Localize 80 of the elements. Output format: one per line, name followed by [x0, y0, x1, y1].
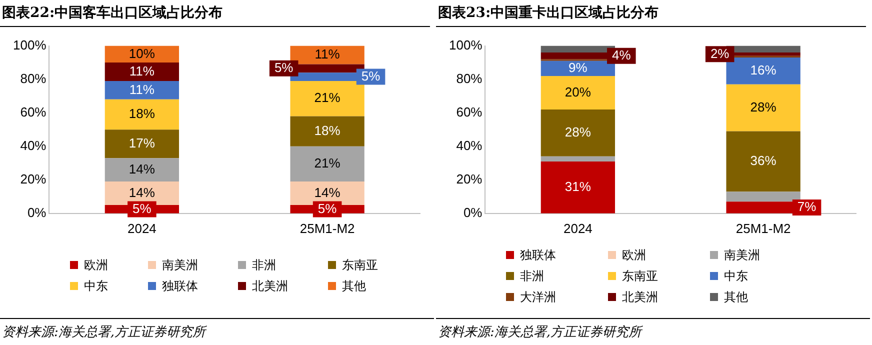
text: 资料来源:海关总署,方正证券研究所	[436, 318, 870, 345]
data-label: 28%	[564, 124, 592, 140]
y-tick-label: 20%	[456, 171, 483, 186]
y-tick-label: 100%	[13, 37, 47, 52]
y-tick-label: 60%	[20, 104, 47, 120]
y-tick-label: 80%	[456, 70, 483, 86]
x-tick-label: 25M1-M2	[736, 220, 791, 236]
data-label: 2%	[710, 46, 730, 61]
legend-label: 东南亚	[342, 258, 378, 272]
bar	[726, 58, 800, 84]
legend-label: 中东	[84, 279, 108, 293]
data-label: 11%	[129, 82, 155, 97]
y-tick-label: 0%	[463, 204, 483, 220]
data-label: 28%	[750, 99, 777, 114]
bar	[540, 109, 616, 156]
bar	[104, 158, 180, 182]
text: 资料来源:海关总署,方正证券研究所	[0, 318, 434, 345]
legend-label: 东南亚	[622, 268, 658, 282]
legend-label: 独联体	[520, 248, 556, 262]
legend-label: 欧洲	[622, 248, 646, 262]
legend-label: 非洲	[252, 258, 276, 272]
legend-label: 北美洲	[622, 290, 658, 304]
data-label: 11%	[314, 46, 340, 62]
data-label: 21%	[314, 90, 341, 106]
legend-label: 南美洲	[724, 248, 760, 262]
bar	[290, 80, 364, 116]
data-label: 36%	[750, 153, 777, 168]
y-tick-label: 100%	[449, 37, 483, 52]
y-tick-label: 60%	[456, 104, 483, 120]
bar	[726, 131, 800, 192]
data-label: 14%	[314, 184, 341, 200]
bar	[290, 116, 364, 146]
x-tick-label: 25M1-M2	[300, 220, 355, 236]
data-label: 4%	[612, 47, 632, 62]
data-label: 14%	[128, 184, 156, 200]
data-label: 31%	[564, 179, 592, 194]
legend-label: 其他	[724, 290, 748, 304]
data-label: 18%	[314, 122, 341, 138]
x-tick-label: 2024	[563, 220, 592, 236]
legend-label: 其他	[342, 279, 366, 293]
y-tick-label: 0%	[27, 204, 47, 220]
legend-label: 南美洲	[162, 258, 198, 272]
bar	[726, 192, 800, 202]
bar	[104, 99, 180, 130]
data-label: 20%	[564, 84, 592, 100]
legend-label: 独联体	[162, 279, 198, 293]
data-label: 5%	[318, 200, 338, 216]
y-tick-label: 40%	[456, 138, 483, 153]
data-label: 18%	[128, 106, 156, 122]
y-tick-label: 40%	[20, 138, 47, 153]
bar	[540, 76, 616, 110]
bar	[290, 146, 364, 182]
bar	[104, 62, 180, 81]
x-tick-label: 2024	[127, 220, 156, 236]
data-label: 17%	[128, 135, 156, 150]
legend-label: 大洋洲	[520, 290, 556, 304]
y-tick-label: 80%	[20, 70, 47, 86]
legend-label: 欧洲	[84, 258, 108, 272]
legend-label: 北美洲	[252, 279, 288, 293]
bar	[540, 161, 616, 214]
bar	[104, 80, 180, 100]
chart-title: 图表23:中国重卡出口区域占比分布	[436, 0, 866, 27]
legend-label: 中东	[724, 268, 748, 282]
data-label: 5%	[132, 200, 152, 216]
data-label: 21%	[314, 156, 341, 171]
y-tick-label: 20%	[20, 171, 47, 186]
data-label: 5%	[361, 68, 381, 84]
data-label: 14%	[128, 161, 156, 176]
bar	[540, 156, 616, 162]
legend-label: 非洲	[520, 268, 544, 282]
data-label: 9%	[568, 60, 588, 76]
bar	[104, 130, 180, 158]
data-label: 5%	[274, 60, 294, 76]
data-label: 10%	[128, 46, 156, 61]
bar	[104, 46, 180, 63]
data-label: 7%	[797, 199, 817, 214]
data-label: 16%	[750, 62, 777, 78]
data-label: 11%	[129, 63, 155, 78]
chart-title: 图表22:中国客车出口区域占比分布	[0, 0, 430, 27]
bar	[726, 84, 800, 132]
